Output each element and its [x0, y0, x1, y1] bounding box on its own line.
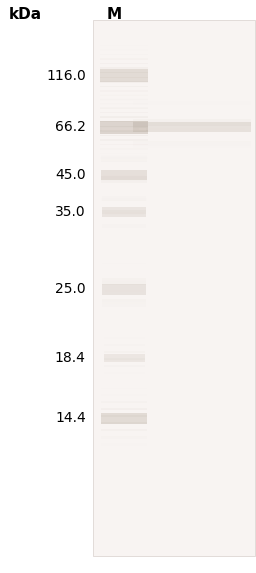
Bar: [133, 122, 251, 132]
Bar: [103, 419, 145, 422]
Text: 66.2: 66.2: [55, 120, 86, 134]
Bar: [100, 121, 148, 134]
Text: 14.4: 14.4: [55, 411, 86, 425]
Bar: [101, 413, 147, 424]
Text: kDa: kDa: [9, 7, 42, 22]
Bar: [106, 359, 143, 361]
Bar: [102, 284, 146, 295]
Bar: [102, 128, 146, 131]
Bar: [104, 290, 144, 292]
Bar: [104, 354, 145, 363]
Text: 25.0: 25.0: [55, 282, 86, 296]
Text: 35.0: 35.0: [55, 205, 86, 219]
Text: 116.0: 116.0: [46, 69, 86, 83]
Bar: [102, 207, 146, 217]
FancyBboxPatch shape: [93, 20, 255, 556]
Bar: [103, 175, 145, 178]
Bar: [100, 69, 148, 82]
Bar: [101, 170, 147, 180]
Text: M: M: [106, 7, 122, 22]
Text: 18.4: 18.4: [55, 351, 86, 365]
Bar: [139, 128, 245, 130]
Bar: [102, 76, 146, 80]
Text: 45.0: 45.0: [55, 168, 86, 182]
Bar: [104, 213, 144, 215]
